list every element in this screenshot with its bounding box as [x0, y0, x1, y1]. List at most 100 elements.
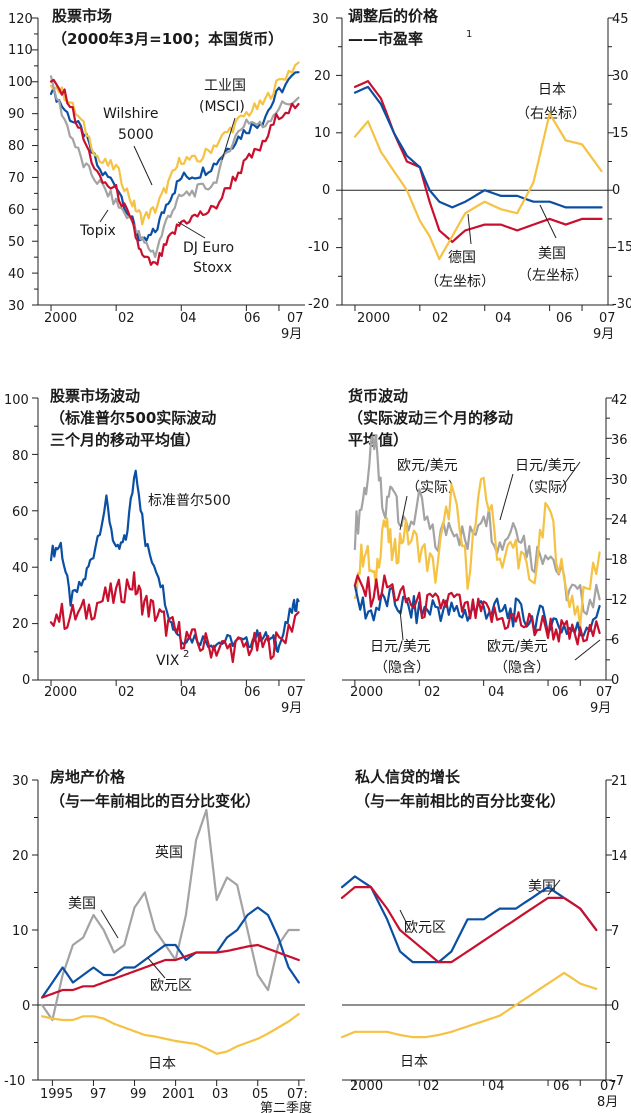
- x-tick: 04: [180, 685, 197, 700]
- x-tick: 07:: [287, 1087, 308, 1102]
- y-tick-right: 0: [611, 999, 619, 1014]
- x-sub-label: 9月: [590, 701, 611, 716]
- y-tick: 80: [8, 139, 25, 154]
- y-tick: 30: [8, 299, 25, 314]
- x-tick: 04: [488, 1079, 505, 1094]
- x-tick: 06: [556, 311, 573, 326]
- x-tick: 2000: [350, 685, 383, 700]
- series-line-blue: [40, 906, 300, 999]
- y-tick: 0: [322, 183, 330, 198]
- y-tick-right: 14: [611, 849, 628, 864]
- annotation: 欧元/美元: [397, 458, 458, 474]
- x-tick: 04: [488, 685, 505, 700]
- annotation: （隐含）: [494, 660, 550, 676]
- series-line-gray: [40, 808, 300, 1022]
- x-tick: 02: [424, 685, 441, 700]
- y-tick: 10: [12, 924, 29, 939]
- annotation-leader: [399, 495, 408, 531]
- x-tick: 02: [118, 311, 135, 326]
- y-tick: 100: [4, 393, 29, 408]
- annotation: 日本: [538, 82, 566, 98]
- annotation: 美国: [538, 246, 566, 262]
- annotation: 日本: [148, 1056, 176, 1072]
- x-tick: 02: [423, 1079, 440, 1094]
- y-tick-right: 30: [612, 69, 629, 84]
- panel-house-prices: 房地产价格 （与一年前相比的百分比变化） 30 20 10 0 -10 1995…: [4, 768, 312, 1113]
- annotation-vix: VIX: [156, 653, 180, 669]
- y-tick: 20: [12, 849, 29, 864]
- y-tick: 80: [12, 449, 29, 464]
- y-tick-right: 12: [611, 593, 628, 608]
- title-line-1: 股票市场波动: [50, 387, 140, 405]
- title-line-1: 调整后的价格: [348, 7, 439, 25]
- title-line-2: （与一年前相比的百分比变化）: [355, 792, 565, 810]
- title-line-1: 货币波动: [348, 387, 408, 405]
- y-tick: -10: [4, 1074, 25, 1089]
- x-sub-label: 第二季度: [260, 1100, 312, 1113]
- y-tick: 10: [314, 126, 331, 141]
- y-tick: 30: [312, 12, 329, 27]
- annotation: 日元/美元: [370, 639, 431, 655]
- annotation-leader: [574, 639, 601, 661]
- annotation-leader: [99, 209, 109, 223]
- annotation-leader: [133, 145, 153, 186]
- x-tick: 07: [287, 685, 304, 700]
- series-line-red: [49, 78, 300, 266]
- y-tick-right: 30: [611, 473, 628, 488]
- annotation: DJ Euro: [183, 240, 234, 256]
- x-tick: 2001: [162, 1087, 195, 1102]
- y-tick-right: 0: [611, 673, 619, 688]
- x-tick: 06: [552, 685, 569, 700]
- x-sub-label: 9月: [281, 327, 302, 342]
- annotation: 5000: [118, 127, 154, 143]
- series-line-blue: [353, 85, 603, 209]
- annotation-leader: [499, 473, 514, 521]
- series-line-yellow: [49, 61, 300, 226]
- annotation-leader: [147, 957, 166, 979]
- y-tick-right: 18: [611, 553, 628, 568]
- x-tick: 06: [553, 1079, 570, 1094]
- y-tick: 100: [8, 75, 33, 90]
- annotation-leader: [100, 909, 119, 939]
- x-tick: 2000: [350, 1079, 383, 1094]
- annotation: (MSCI): [199, 99, 245, 115]
- series-line-red: [340, 885, 598, 964]
- x-tick: 05: [252, 1087, 269, 1102]
- y-tick: 0: [22, 673, 30, 688]
- x-tick: 2000: [357, 311, 390, 326]
- x-tick: 02: [432, 311, 449, 326]
- y-tick-right: 15: [612, 126, 629, 141]
- annotation: 美国: [68, 896, 96, 912]
- panel-pe-ratio: 调整后的价格 ——市盈率 1 30 20 10 0 -10 -20 45 30 …: [308, 7, 631, 342]
- x-sub-label: 8月: [597, 1095, 618, 1110]
- x-tick: 07: [287, 311, 304, 326]
- y-tick-right: -30: [612, 297, 631, 312]
- y-tick-right: 6: [611, 633, 619, 648]
- series-line-yellow: [353, 112, 603, 261]
- annotation-leader: [399, 909, 409, 927]
- title-line-2: ——市盈率: [348, 30, 423, 48]
- panel-equity-volatility: 股票市场波动 （标准普尔500实际波动 三个月的移动平均值） 100 80 60…: [4, 387, 304, 716]
- x-tick: 97: [90, 1087, 107, 1102]
- annotation-footnote: 2: [183, 649, 189, 660]
- y-tick: 20: [314, 69, 331, 84]
- series-line-yellow: [40, 1012, 300, 1055]
- x-tick: 07: [596, 685, 613, 700]
- y-tick: 20: [12, 617, 29, 632]
- y-tick: 40: [8, 267, 25, 282]
- annotation-leader: [547, 879, 561, 896]
- y-tick: 90: [8, 107, 25, 122]
- x-tick: 06: [244, 685, 261, 700]
- y-tick-right: 45: [612, 12, 629, 27]
- series-line-blue: [49, 469, 300, 653]
- annotation: Stoxx: [193, 260, 232, 276]
- annotation-leader: [539, 204, 557, 239]
- y-tick: 40: [12, 561, 29, 576]
- series-line-gray: [353, 434, 601, 616]
- annotation: 英国: [155, 844, 183, 861]
- y-tick: 0: [22, 999, 30, 1014]
- annotation: （实际）: [520, 480, 576, 496]
- annotation-leader: [221, 117, 236, 161]
- annotation: 欧元/美元: [487, 639, 548, 655]
